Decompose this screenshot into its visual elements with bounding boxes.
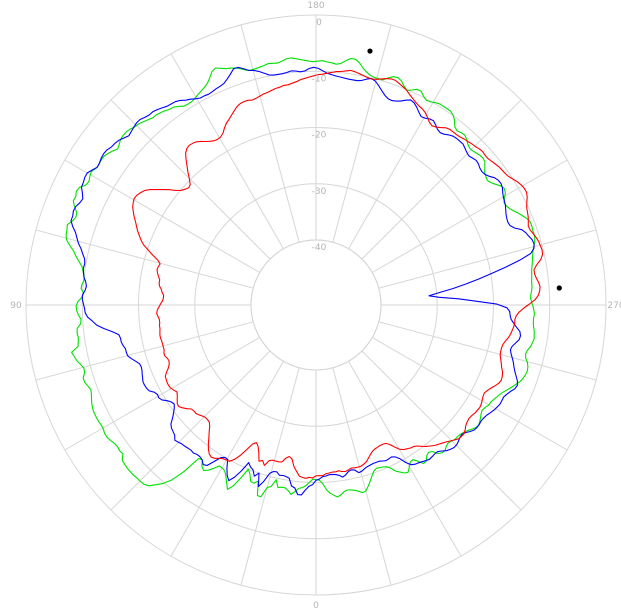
angular-gridline [361,350,522,511]
angular-gridlines [26,15,606,595]
angular-gridline [170,53,284,249]
angular-gridline [332,367,392,586]
angle-tick-label: 90 [10,301,22,311]
angle-tick-label: 180 [307,1,324,11]
angular-gridline [240,367,300,586]
marker-layer [367,48,562,291]
angular-gridline [64,159,260,273]
angular-gridline [348,53,462,249]
marker-point [556,285,562,291]
angle-tick-label: 0 [313,601,319,611]
angular-gridline [361,99,522,260]
radial-tick-label: -10 [312,74,327,84]
marker-point [367,48,373,54]
angular-gridline [372,337,568,451]
radial-tick-label: -30 [312,187,327,197]
angular-gridline [378,321,597,381]
radial-gridline [250,239,382,371]
series-line-3 [132,69,544,479]
angular-gridline [372,159,568,273]
angular-gridline [240,24,300,243]
series-layer [65,57,544,498]
angular-gridline [110,99,271,260]
angular-gridline [35,321,254,381]
radial-tick-label: -40 [312,243,327,253]
angular-gridline [35,229,254,289]
angle-tick-label: 270 [607,301,621,311]
radial-tick-label: -20 [312,131,327,141]
series-line-2 [70,66,535,496]
tick-labels: 180 90 270 0 0 -10 -20 -30 -40 [10,1,621,611]
angular-gridline [332,24,392,243]
angular-gridline [378,229,597,289]
series-line-1 [65,57,536,498]
angular-gridline [348,361,462,557]
radial-tick-label: 0 [316,18,322,28]
inner-circle [250,239,382,371]
angular-gridline [64,337,260,451]
angular-gridline [110,350,271,511]
